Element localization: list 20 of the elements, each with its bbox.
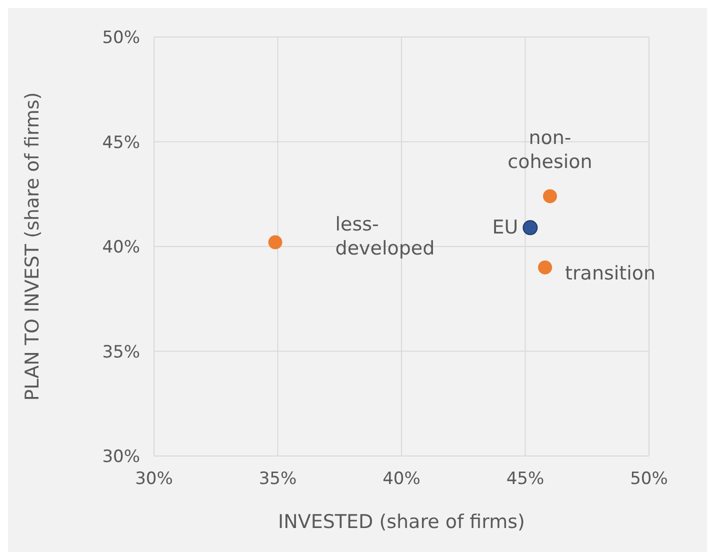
y-tick-label: 40% xyxy=(102,238,140,258)
point xyxy=(543,189,557,204)
text: non-cohesion xyxy=(508,127,592,174)
x-tick-label: 35% xyxy=(258,469,297,490)
x-tick-label: 40% xyxy=(382,469,420,490)
x-tick-label: 45% xyxy=(506,469,544,490)
series-label: EU xyxy=(492,216,518,239)
y-tick-label: 45% xyxy=(102,132,140,153)
y-axis-title: PLAN TO INVEST (share of firms) xyxy=(22,92,44,401)
x-tick-label: 30% xyxy=(135,469,173,490)
y-tick-label: 30% xyxy=(102,447,140,468)
y-tick-label: 35% xyxy=(102,342,140,362)
y-tick-label: 50% xyxy=(102,28,140,48)
text: less-developed xyxy=(335,213,435,260)
point xyxy=(522,220,538,236)
point xyxy=(538,260,552,274)
x-axis-title: INVESTED (share of firms) xyxy=(278,511,525,533)
series-label: transition xyxy=(565,262,656,284)
point xyxy=(268,235,282,250)
x-tick-label: 50% xyxy=(630,469,668,490)
